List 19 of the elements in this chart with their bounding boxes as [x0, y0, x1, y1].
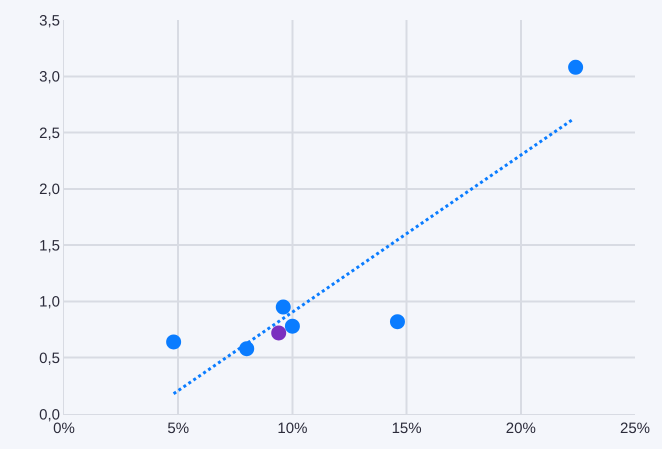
point [271, 325, 286, 340]
point [284, 318, 300, 334]
x-tick-label: 20% [506, 420, 536, 437]
x-tick-label: 25% [620, 420, 650, 437]
x-tick-label: 5% [167, 420, 190, 437]
y-tick-label: 1,5 [39, 237, 60, 254]
y-tick-label: 1,0 [39, 294, 60, 311]
y-tick-label: 2,5 [39, 124, 60, 142]
point [568, 60, 584, 75]
point [239, 341, 254, 356]
y-tick-label: 0,5 [39, 350, 60, 367]
y-tick-label: 3,5 [39, 12, 60, 30]
y-tick-label: 2,0 [39, 181, 60, 198]
x-tick-label: 15% [392, 420, 422, 437]
point [276, 300, 291, 315]
point [166, 334, 182, 350]
point [390, 314, 405, 330]
x-tick-label: 10% [277, 420, 308, 437]
y-tick-label: 3,0 [39, 68, 60, 86]
